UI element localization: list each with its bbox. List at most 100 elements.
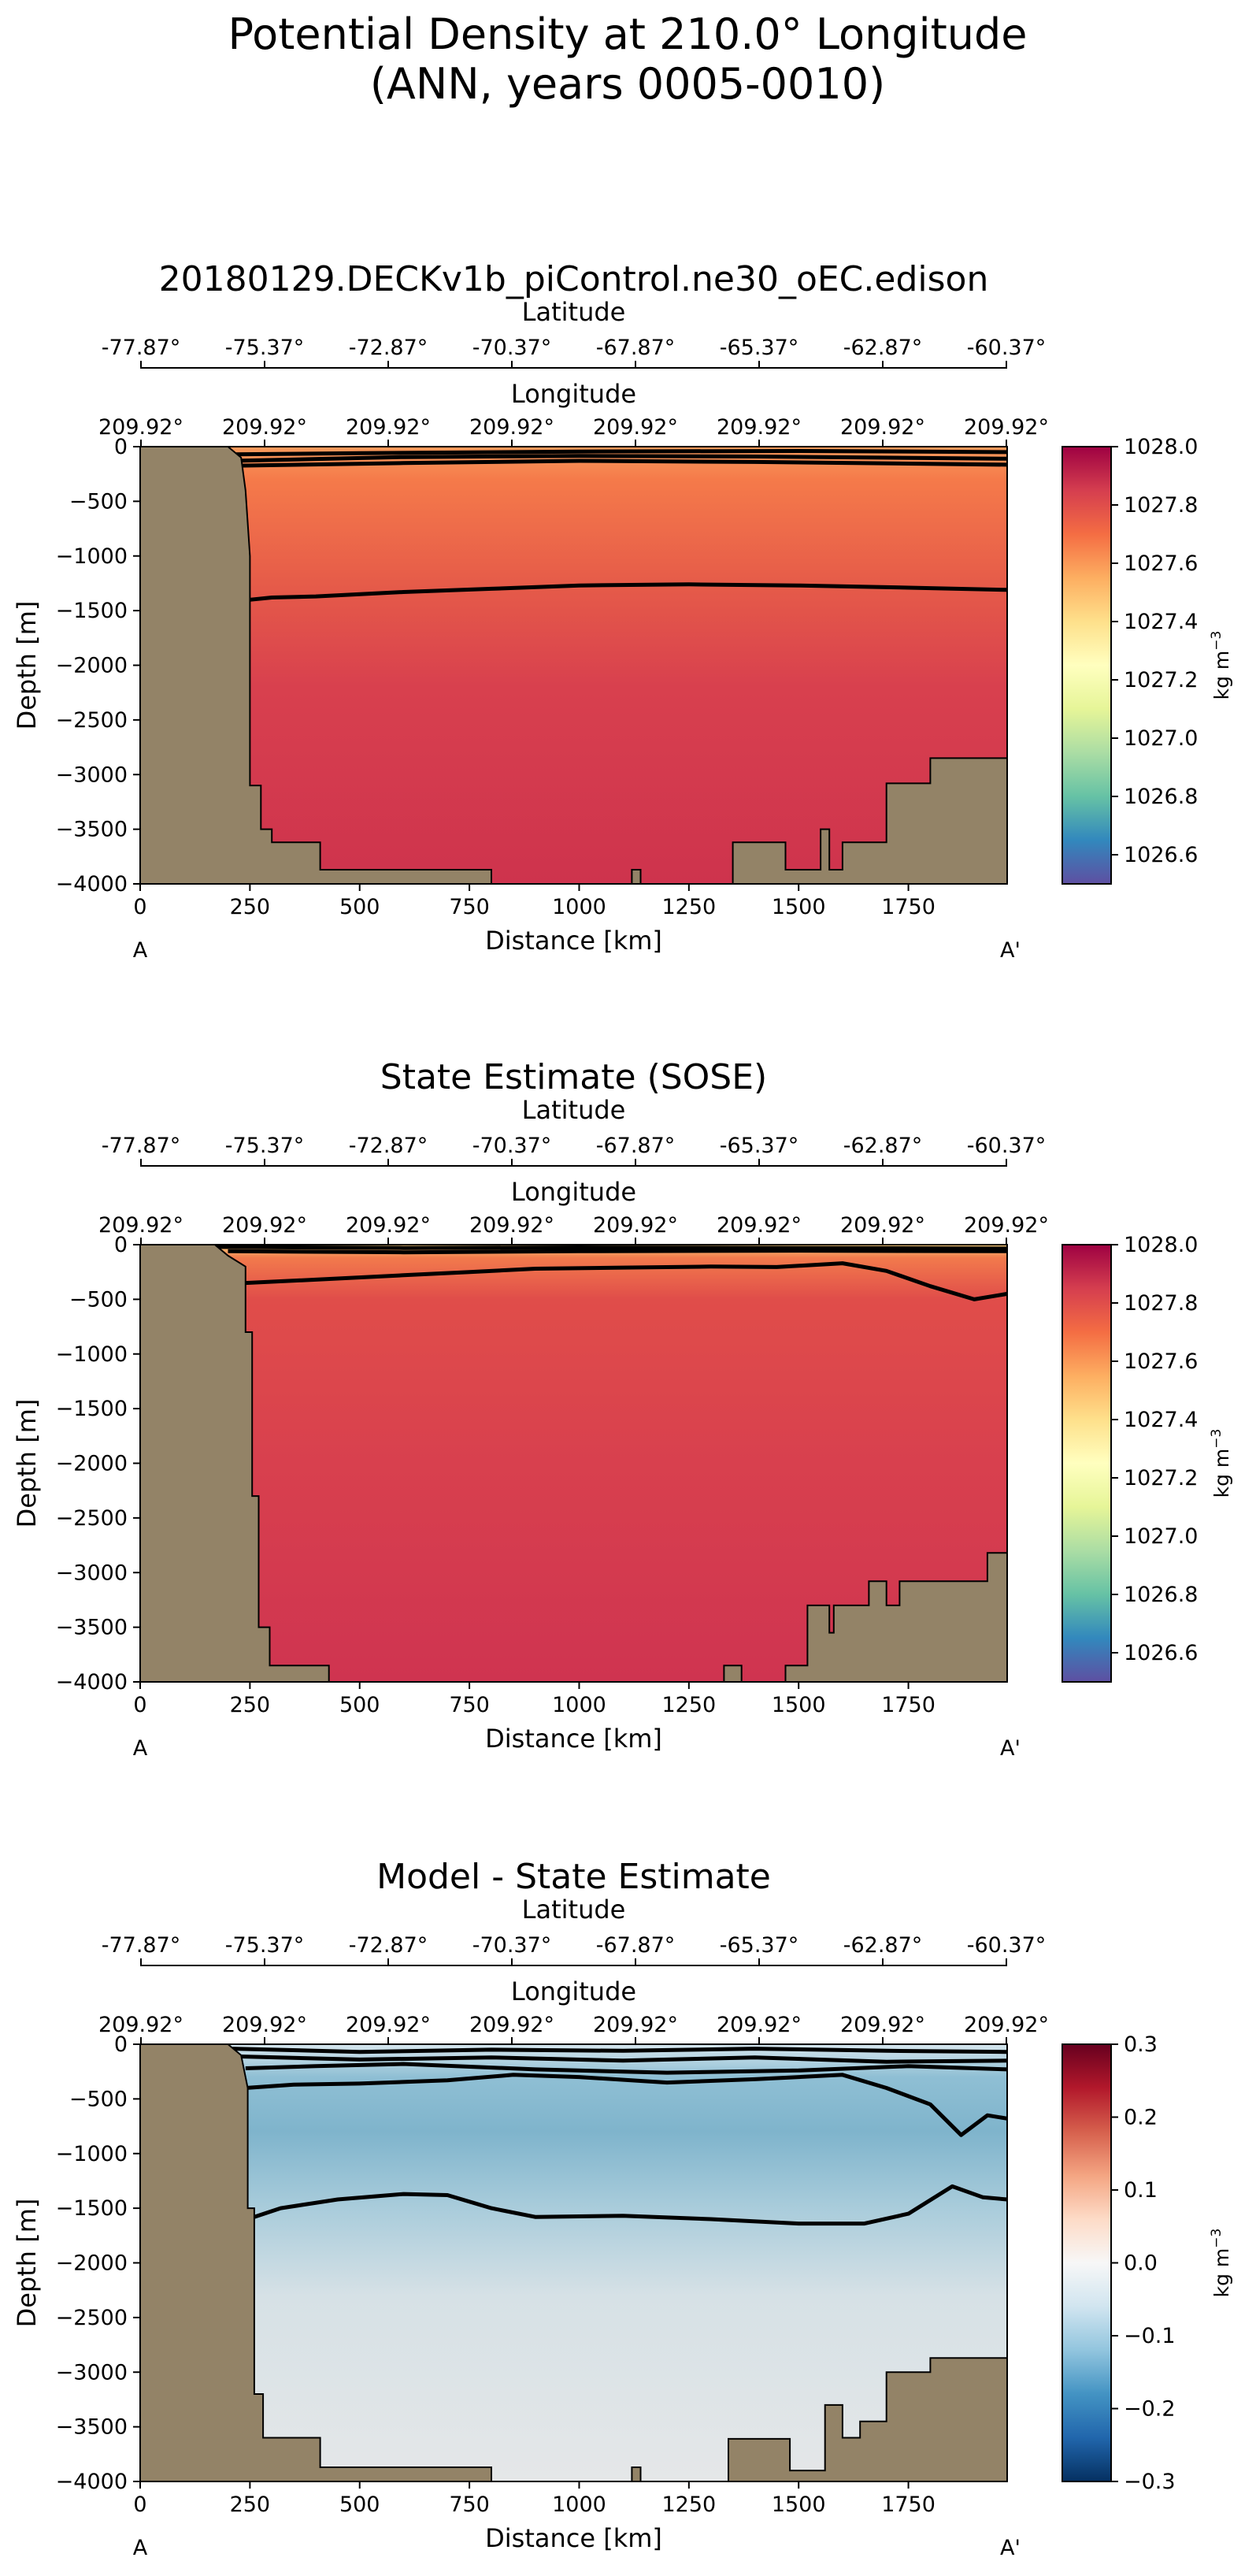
density-field <box>140 447 1007 884</box>
colorbar-label: kg m−3 <box>1209 631 1233 700</box>
contour-deep <box>246 2184 1008 2226</box>
section-start-label: A <box>133 2536 148 2560</box>
y-tick-label: −3000 <box>56 1561 128 1585</box>
latitude-tick-label: -70.37° <box>472 1134 552 1158</box>
longitude-tick-label: 209.92° <box>222 1213 307 1238</box>
x-axis-label: Distance [km] <box>485 926 662 956</box>
longitude-tick-label: 209.92° <box>469 415 554 440</box>
latitude-tick-label: -62.87° <box>843 1933 923 1958</box>
x-tick-label: 500 <box>339 1693 380 1717</box>
density-field <box>140 2044 1007 2481</box>
y-tick-label: −2500 <box>56 708 128 733</box>
y-tick-label: −3000 <box>56 2360 128 2385</box>
latitude-axis-label: Latitude <box>522 297 626 327</box>
y-tick-label: −2000 <box>56 1452 128 1476</box>
colorbar-tick-label: 1027.6 <box>1124 551 1198 576</box>
x-tick-label: 1750 <box>881 1693 936 1717</box>
colorbar-tick-label: 1027.4 <box>1124 1408 1198 1432</box>
longitude-axis-label: Longitude <box>511 1177 636 1207</box>
colorbar-tick-label: −0.2 <box>1124 2397 1176 2422</box>
y-tick-label: 0 <box>114 2032 128 2057</box>
longitude-tick-label: 209.92° <box>98 1213 183 1238</box>
x-tick-label: 0 <box>133 2492 146 2517</box>
x-tick-label: 1250 <box>661 895 716 919</box>
y-tick-label: −3000 <box>56 763 128 787</box>
colorbar-tick-label: 1027.8 <box>1124 1291 1198 1316</box>
colorbar-tick-label: 1027.4 <box>1124 610 1198 634</box>
panel-title: State Estimate (SOSE) <box>380 1057 767 1097</box>
section-end-label: A' <box>1000 1736 1021 1761</box>
y-tick-label: −1000 <box>56 1342 128 1367</box>
longitude-tick-label: 209.92° <box>717 415 802 440</box>
colorbar <box>1061 1244 1112 1683</box>
x-tick-label: 1250 <box>661 1693 716 1717</box>
colorbar-tick-label: 0.1 <box>1124 2178 1158 2203</box>
x-axis-label: Distance [km] <box>485 1724 662 1754</box>
x-tick-label: 0 <box>133 1693 146 1717</box>
colorbar-tick-label: 0.3 <box>1124 2032 1158 2057</box>
section-start-label: A <box>133 1736 148 1761</box>
y-tick-label: −4000 <box>56 2470 128 2494</box>
x-tick-label: 250 <box>230 1693 271 1717</box>
longitude-tick-label: 209.92° <box>840 1213 925 1238</box>
latitude-axis-label: Latitude <box>522 1895 626 1925</box>
latitude-tick-label: -77.87° <box>102 1134 181 1158</box>
longitude-tick-label: 209.92° <box>840 415 925 440</box>
latitude-tick-label: -77.87° <box>102 336 181 360</box>
land-mask <box>139 1244 1008 1683</box>
x-axis-label: Distance [km] <box>485 2523 662 2553</box>
longitude-tick-label: 209.92° <box>840 2013 925 2037</box>
latitude-tick-label: -67.87° <box>596 336 676 360</box>
y-tick-label: −1500 <box>56 1397 128 1421</box>
latitude-tick-label: -72.87° <box>349 1933 428 1958</box>
colorbar-tick-label: 1027.8 <box>1124 493 1198 518</box>
colorbar-tick-label: 0.0 <box>1124 2251 1158 2276</box>
y-tick-label: −3500 <box>56 818 128 842</box>
latitude-tick-label: -62.87° <box>843 1134 923 1158</box>
contour-mid <box>245 2073 1008 2137</box>
latitude-tick-label: -75.37° <box>225 1933 305 1958</box>
colorbar-tick-label: 1026.8 <box>1124 1583 1198 1607</box>
x-tick-label: 0 <box>133 895 146 919</box>
x-tick-label: 750 <box>449 2492 490 2517</box>
longitude-tick-label: 209.92° <box>469 2013 554 2037</box>
latitude-tick-label: -75.37° <box>225 1134 305 1158</box>
latitude-tick-label: -62.87° <box>843 336 923 360</box>
contour-shallow-3 <box>245 2062 1008 2075</box>
longitude-tick-label: 209.92° <box>346 415 431 440</box>
panel-2: State Estimate (SOSE)Latitude -77.87° -75.… <box>12 1057 1233 1761</box>
y-axis-label: Depth [m] <box>12 1399 42 1528</box>
latitude-tick-label: -70.37° <box>472 1933 552 1958</box>
contour-deep <box>250 582 1008 602</box>
latitude-tick-label: -65.37° <box>720 1134 799 1158</box>
y-tick-label: −2500 <box>56 2306 128 2330</box>
latitude-tick-label: -65.37° <box>720 1933 799 1958</box>
colorbar-tick-label: 1028.0 <box>1124 1233 1198 1257</box>
longitude-tick-label: 209.92° <box>98 415 183 440</box>
latitude-tick-label: -77.87° <box>102 1933 181 1958</box>
colorbar-tick-label: 1028.0 <box>1124 435 1198 459</box>
x-tick-label: 1750 <box>881 895 936 919</box>
y-tick-label: −4000 <box>56 872 128 896</box>
x-tick-label: 750 <box>449 1693 490 1717</box>
colorbar-tick-label: 1026.6 <box>1124 1641 1198 1665</box>
longitude-tick-label: 209.92° <box>346 1213 431 1238</box>
colorbar-tick-label: −0.1 <box>1124 2324 1176 2348</box>
section-end-label: A' <box>1000 938 1021 963</box>
longitude-tick-label: 209.92° <box>222 415 307 440</box>
longitude-tick-label: 209.92° <box>98 2013 183 2037</box>
x-tick-label: 750 <box>449 895 490 919</box>
figure-title-line2: (ANN, years 0005-0010) <box>370 59 885 109</box>
colorbar <box>1061 2043 1112 2482</box>
longitude-axis-label: Longitude <box>511 379 636 409</box>
x-tick-label: 1500 <box>772 2492 826 2517</box>
x-tick-label: 250 <box>230 895 271 919</box>
x-tick-label: 1750 <box>881 2492 936 2517</box>
colorbar-label-exponent: −3 <box>1209 2229 1225 2248</box>
longitude-tick-label: 209.92° <box>964 2013 1049 2037</box>
longitude-tick-label: 209.92° <box>964 415 1049 440</box>
colorbar-tick-label: 1026.8 <box>1124 785 1198 809</box>
section-end-label: A' <box>1000 2536 1021 2560</box>
panel-title: Model - State Estimate <box>376 1857 771 1897</box>
